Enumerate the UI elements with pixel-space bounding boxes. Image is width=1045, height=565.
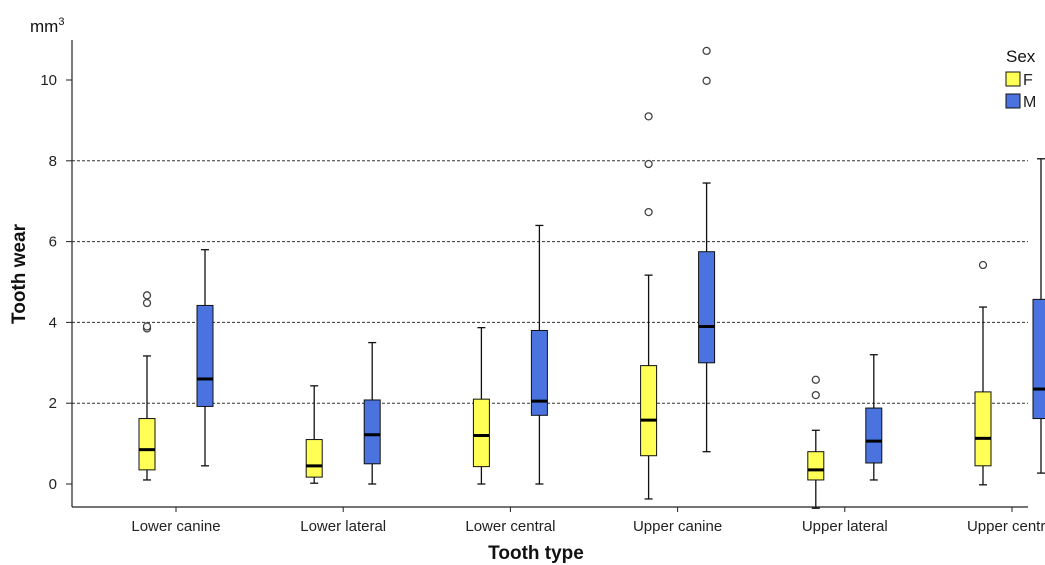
y-tick-label: 6 xyxy=(49,234,57,251)
x-axis-title: Tooth type xyxy=(488,543,584,564)
legend-label-m: M xyxy=(1023,94,1036,111)
outlier-point xyxy=(644,207,653,217)
x-tick-label: Lower central xyxy=(465,518,555,535)
outlier-point xyxy=(142,298,152,308)
box-iqr xyxy=(363,399,381,465)
legend-label-f: F xyxy=(1023,72,1033,89)
outlier-point xyxy=(978,260,988,270)
box-f-2 xyxy=(472,327,490,485)
outlier-point xyxy=(644,159,653,169)
outlier-point xyxy=(702,46,711,56)
box-m-0 xyxy=(196,249,214,467)
y-axis-title: Tooth wear xyxy=(9,223,30,324)
box-iqr xyxy=(640,365,658,457)
outlier-point xyxy=(644,112,653,121)
y-unit-label: mm3 xyxy=(30,16,64,36)
x-tick-label: Upper central xyxy=(967,518,1045,535)
legend: Sex FM xyxy=(1005,47,1036,111)
outlier-point xyxy=(811,390,820,400)
box-iqr xyxy=(472,398,490,468)
box-m-4 xyxy=(865,354,883,481)
box-iqr xyxy=(138,418,156,471)
box-f-0 xyxy=(138,291,156,481)
legend-swatch-m xyxy=(1005,93,1021,109)
legend-title: Sex xyxy=(1006,47,1036,66)
box-m-2 xyxy=(530,224,548,485)
plot-area xyxy=(138,46,1045,509)
box-iqr xyxy=(807,451,825,481)
box-iqr xyxy=(530,329,548,416)
box-iqr xyxy=(974,391,992,467)
x-tick-label: Upper canine xyxy=(633,518,722,535)
x-tick-label: Lower canine xyxy=(131,518,220,535)
legend-swatch-f xyxy=(1005,71,1021,87)
box-f-1 xyxy=(305,385,323,484)
y-tick-label: 8 xyxy=(49,153,57,170)
box-f-4 xyxy=(807,375,825,509)
box-iqr xyxy=(1032,298,1045,420)
y-tick-label: 10 xyxy=(40,72,57,89)
axes: 0 2 4 6 8 10 Lower canine Lower lateral Lower ce… xyxy=(40,40,1045,535)
box-m-3 xyxy=(698,46,716,453)
y-unit-base: mm xyxy=(30,17,58,36)
x-tick-label: Lower lateral xyxy=(300,518,386,535)
box-m-1 xyxy=(363,341,381,485)
x-tick-label: Upper lateral xyxy=(802,518,888,535)
y-tick-label: 2 xyxy=(49,395,57,412)
box-iqr xyxy=(698,251,716,364)
y-tick-label: 4 xyxy=(49,314,57,331)
box-m-5 xyxy=(1032,158,1045,474)
outlier-point xyxy=(142,291,152,300)
gridlines xyxy=(72,160,1028,404)
box-iqr xyxy=(196,304,214,407)
outlier-point xyxy=(142,322,152,331)
outlier-point xyxy=(811,375,820,384)
y-unit-superscript: 3 xyxy=(58,16,64,28)
outlier-point xyxy=(702,76,711,85)
box-f-3 xyxy=(640,112,658,500)
box-iqr xyxy=(305,439,323,478)
y-tick-label: 0 xyxy=(49,476,57,493)
box-iqr xyxy=(865,407,883,464)
box-f-5 xyxy=(974,260,992,486)
